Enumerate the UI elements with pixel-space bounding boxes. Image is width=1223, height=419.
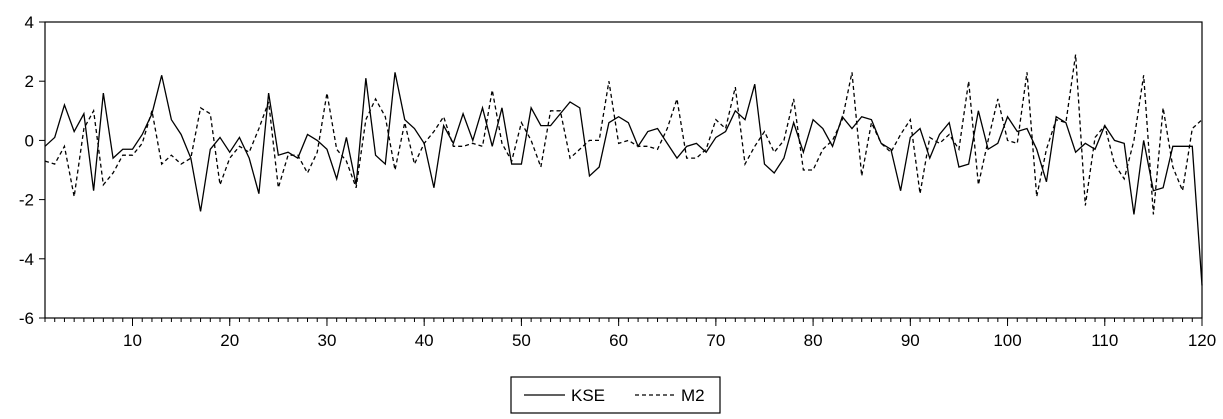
x-tick-label: 90 [901, 331, 920, 350]
y-axis: 4 2 0 -2 -4 -6 [19, 13, 45, 328]
legend-label-kse: KSE [571, 386, 605, 405]
x-tick-label: 110 [1091, 331, 1118, 350]
legend-label-m2: M2 [681, 386, 705, 405]
y-tick-label: 4 [25, 13, 34, 32]
y-tick-label: -6 [19, 309, 34, 328]
x-tick-label: 20 [220, 331, 239, 350]
series-line-kse [44, 72, 1203, 286]
x-tick-label: 120 [1188, 331, 1216, 350]
y-tick-label: 0 [25, 131, 34, 150]
y-tick-label: -2 [19, 191, 34, 210]
x-axis: 10 20 30 40 50 60 70 80 90 100 110 120 [44, 318, 1216, 350]
x-tick-label: 80 [804, 331, 823, 350]
series-layer [44, 54, 1203, 286]
x-tick-label: 30 [317, 331, 336, 350]
legend: KSE M2 [510, 376, 721, 414]
x-tick-label: 50 [512, 331, 531, 350]
x-tick-label: 10 [123, 331, 142, 350]
y-tick-label: -4 [19, 250, 34, 269]
x-tick-label: 40 [415, 331, 434, 350]
plot-area-frame [44, 21, 1203, 319]
x-tick-label: 70 [706, 331, 725, 350]
y-tick-label: 2 [25, 72, 34, 91]
x-tick-label: 60 [609, 331, 628, 350]
x-tick-label: 100 [993, 331, 1021, 350]
